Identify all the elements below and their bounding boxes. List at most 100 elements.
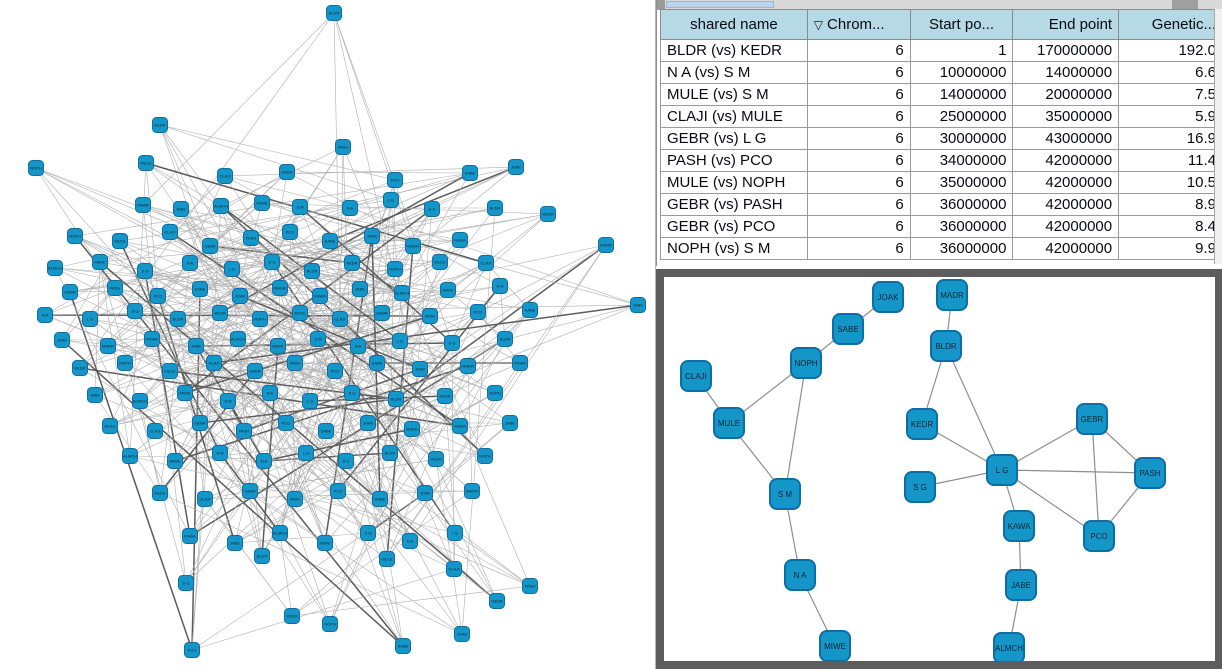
table-row[interactable]: PASH (vs) PCO 6 34000000 42000000 11.4 [660, 149, 1222, 172]
cell-value[interactable]: 14000000 [909, 83, 1014, 106]
network-node-gebr[interactable]: GEBR [62, 284, 78, 300]
network-node-almch[interactable]: ALMCH [213, 198, 229, 214]
cell-value[interactable]: 42000000 [1012, 171, 1120, 194]
network-node-madr[interactable]: MADR [405, 238, 421, 254]
filter-icon[interactable]: ▽ [813, 18, 824, 32]
network-node-s-g[interactable]: S G [344, 385, 360, 401]
table-row[interactable]: NOPH (vs) S M 6 36000000 42000000 9.9 [660, 237, 1222, 260]
network-node-miwe[interactable]: MIWE [167, 453, 183, 469]
network-node-kedr[interactable]: KEDR [428, 451, 444, 467]
network-node-claji[interactable]: CLAJI [332, 311, 348, 327]
cell-value[interactable]: 6 [806, 193, 911, 216]
network-node-sabe[interactable]: SABE [322, 233, 338, 249]
network-node-pco[interactable]: PCO [150, 288, 166, 304]
cell-shared-name[interactable]: BLDR (vs) KEDR [660, 39, 808, 62]
network-node-sabe[interactable]: SABE [395, 638, 411, 654]
cell-value[interactable]: 6.6 [1118, 61, 1222, 84]
network-node-bldr[interactable]: BLDR [497, 331, 513, 347]
network-node-mule[interactable]: MULE [432, 254, 448, 270]
table-row[interactable]: BLDR (vs) KEDR 6 1 170000000 192.0 [660, 39, 1222, 62]
network-node-mule[interactable]: MULE [112, 233, 128, 249]
table-row[interactable]: GEBR (vs) PASH 6 36000000 42000000 8.9 [660, 193, 1222, 216]
network-node-s-m[interactable]: S M [360, 525, 376, 541]
column-header-1[interactable]: ▽ Chrom... [806, 9, 911, 40]
network-node-mule[interactable]: MULE [713, 407, 745, 439]
cell-value[interactable]: 25000000 [909, 105, 1014, 128]
network-node-l-g[interactable]: L G [224, 261, 240, 277]
network-node-jabe[interactable]: JABE [1005, 569, 1037, 601]
network-node-s-m[interactable]: S M [769, 478, 801, 510]
column-header-2[interactable]: Start po... [909, 9, 1014, 40]
cell-value[interactable]: 6 [806, 127, 911, 150]
network-node-l-g[interactable]: L G [383, 192, 399, 208]
network-node-claji[interactable]: CLAJI [197, 491, 213, 507]
main-network-view[interactable]: BLDR KEDR NOPH MULE CLAJI GEBR PASH PCO SABE JOAK… [0, 0, 655, 669]
network-node-s-m[interactable]: S M [137, 263, 153, 279]
cell-value[interactable]: 11.4 [1118, 149, 1222, 172]
network-node-kedr[interactable]: KEDR [212, 305, 228, 321]
network-node-bldr[interactable]: BLDR [930, 330, 962, 362]
cell-value[interactable]: 6 [806, 149, 911, 172]
network-node-kedr[interactable]: KEDR [540, 206, 556, 222]
network-node-jabe[interactable]: JABE [227, 535, 243, 551]
network-node-claji[interactable]: CLAJI [162, 224, 178, 240]
network-node-mule[interactable]: MULE [102, 418, 118, 434]
network-node-jabe[interactable]: JABE [173, 201, 189, 217]
column-header-3[interactable]: End point [1012, 9, 1120, 40]
sub-network-canvas[interactable]: JOAK MADR SABE NOPH BLDR CLAJI MULE KEDR GEBR L G… [664, 277, 1215, 661]
network-node-bldr[interactable]: BLDR [487, 200, 503, 216]
cell-value[interactable]: 6 [806, 237, 911, 260]
network-node-claji[interactable]: CLAJI [147, 423, 163, 439]
network-node-pash[interactable]: PASH [287, 491, 303, 507]
cell-shared-name[interactable]: GEBR (vs) PCO [660, 215, 808, 238]
network-node-miwe[interactable]: MIWE [819, 630, 851, 661]
network-node-jabe[interactable]: JABE [502, 415, 518, 431]
network-node-mule[interactable]: MULE [379, 551, 395, 567]
cell-shared-name[interactable]: MULE (vs) S M [660, 83, 808, 106]
network-node-noph[interactable]: NOPH [477, 448, 493, 464]
cell-value[interactable]: 16.9 [1118, 127, 1222, 150]
table-row[interactable]: MULE (vs) S M 6 14000000 20000000 7.5 [660, 83, 1222, 106]
network-node-claji[interactable]: CLAJI [680, 360, 712, 392]
network-node-joak[interactable]: JOAK [508, 159, 524, 175]
network-node-mule[interactable]: MULE [162, 363, 178, 379]
cell-value[interactable]: 14000000 [1012, 61, 1120, 84]
cell-shared-name[interactable]: CLAJI (vs) MULE [660, 105, 808, 128]
network-node-kedr[interactable]: KEDR [344, 255, 360, 271]
network-node-sabe[interactable]: SABE [372, 491, 388, 507]
network-node-noph[interactable]: NOPH [28, 160, 44, 176]
cell-value[interactable]: 10.5 [1118, 171, 1222, 194]
cell-value[interactable]: 36000000 [909, 193, 1014, 216]
cell-value[interactable]: 6 [806, 61, 911, 84]
cell-value[interactable]: 10000000 [909, 61, 1014, 84]
table-row[interactable]: GEBR (vs) PCO 6 36000000 42000000 8.4 [660, 215, 1222, 238]
network-node-jabe[interactable]: JABE [188, 338, 204, 354]
network-node-miwe[interactable]: MIWE [440, 282, 456, 298]
network-node-s-g[interactable]: S G [178, 575, 194, 591]
network-node-kedr[interactable]: KEDR [72, 360, 88, 376]
network-node-pco[interactable]: PCO [387, 172, 403, 188]
cell-value[interactable]: 6 [806, 171, 911, 194]
network-node-kawa[interactable]: KAWA [135, 197, 151, 213]
network-node-almch[interactable]: ALMCH [272, 525, 288, 541]
network-node-almch[interactable]: ALMCH [122, 448, 138, 464]
network-node-kedr[interactable]: KEDR [284, 608, 300, 624]
network-node-joak[interactable]: JOAK [232, 288, 248, 304]
network-node-miwe[interactable]: MIWE [317, 535, 333, 551]
network-node-jabe[interactable]: JABE [87, 387, 103, 403]
network-node-noph[interactable]: NOPH [252, 311, 268, 327]
network-node-kedr[interactable]: KEDR [152, 117, 168, 133]
column-header-0[interactable]: shared name [660, 9, 808, 40]
column-header-4[interactable]: Genetic... [1118, 9, 1222, 40]
network-node-bldr[interactable]: BLDR [304, 263, 320, 279]
network-node-gebr[interactable]: GEBR [242, 483, 258, 499]
cell-value[interactable]: 8.4 [1118, 215, 1222, 238]
network-node-l-g[interactable]: L G [392, 333, 408, 349]
attribute-table-body[interactable]: BLDR (vs) KEDR 6 1 170000000 192.0 N A (vs) S… [660, 39, 1222, 260]
network-node-miwe[interactable]: MIWE [92, 254, 108, 270]
network-node-pash[interactable]: PASH [1134, 457, 1166, 489]
network-node-almch[interactable]: ALMCH [47, 260, 63, 276]
network-node-kawa[interactable]: KAWA [452, 232, 468, 248]
network-node-sabe[interactable]: SABE [832, 313, 864, 345]
network-node-almch[interactable]: ALMCH [993, 632, 1025, 661]
